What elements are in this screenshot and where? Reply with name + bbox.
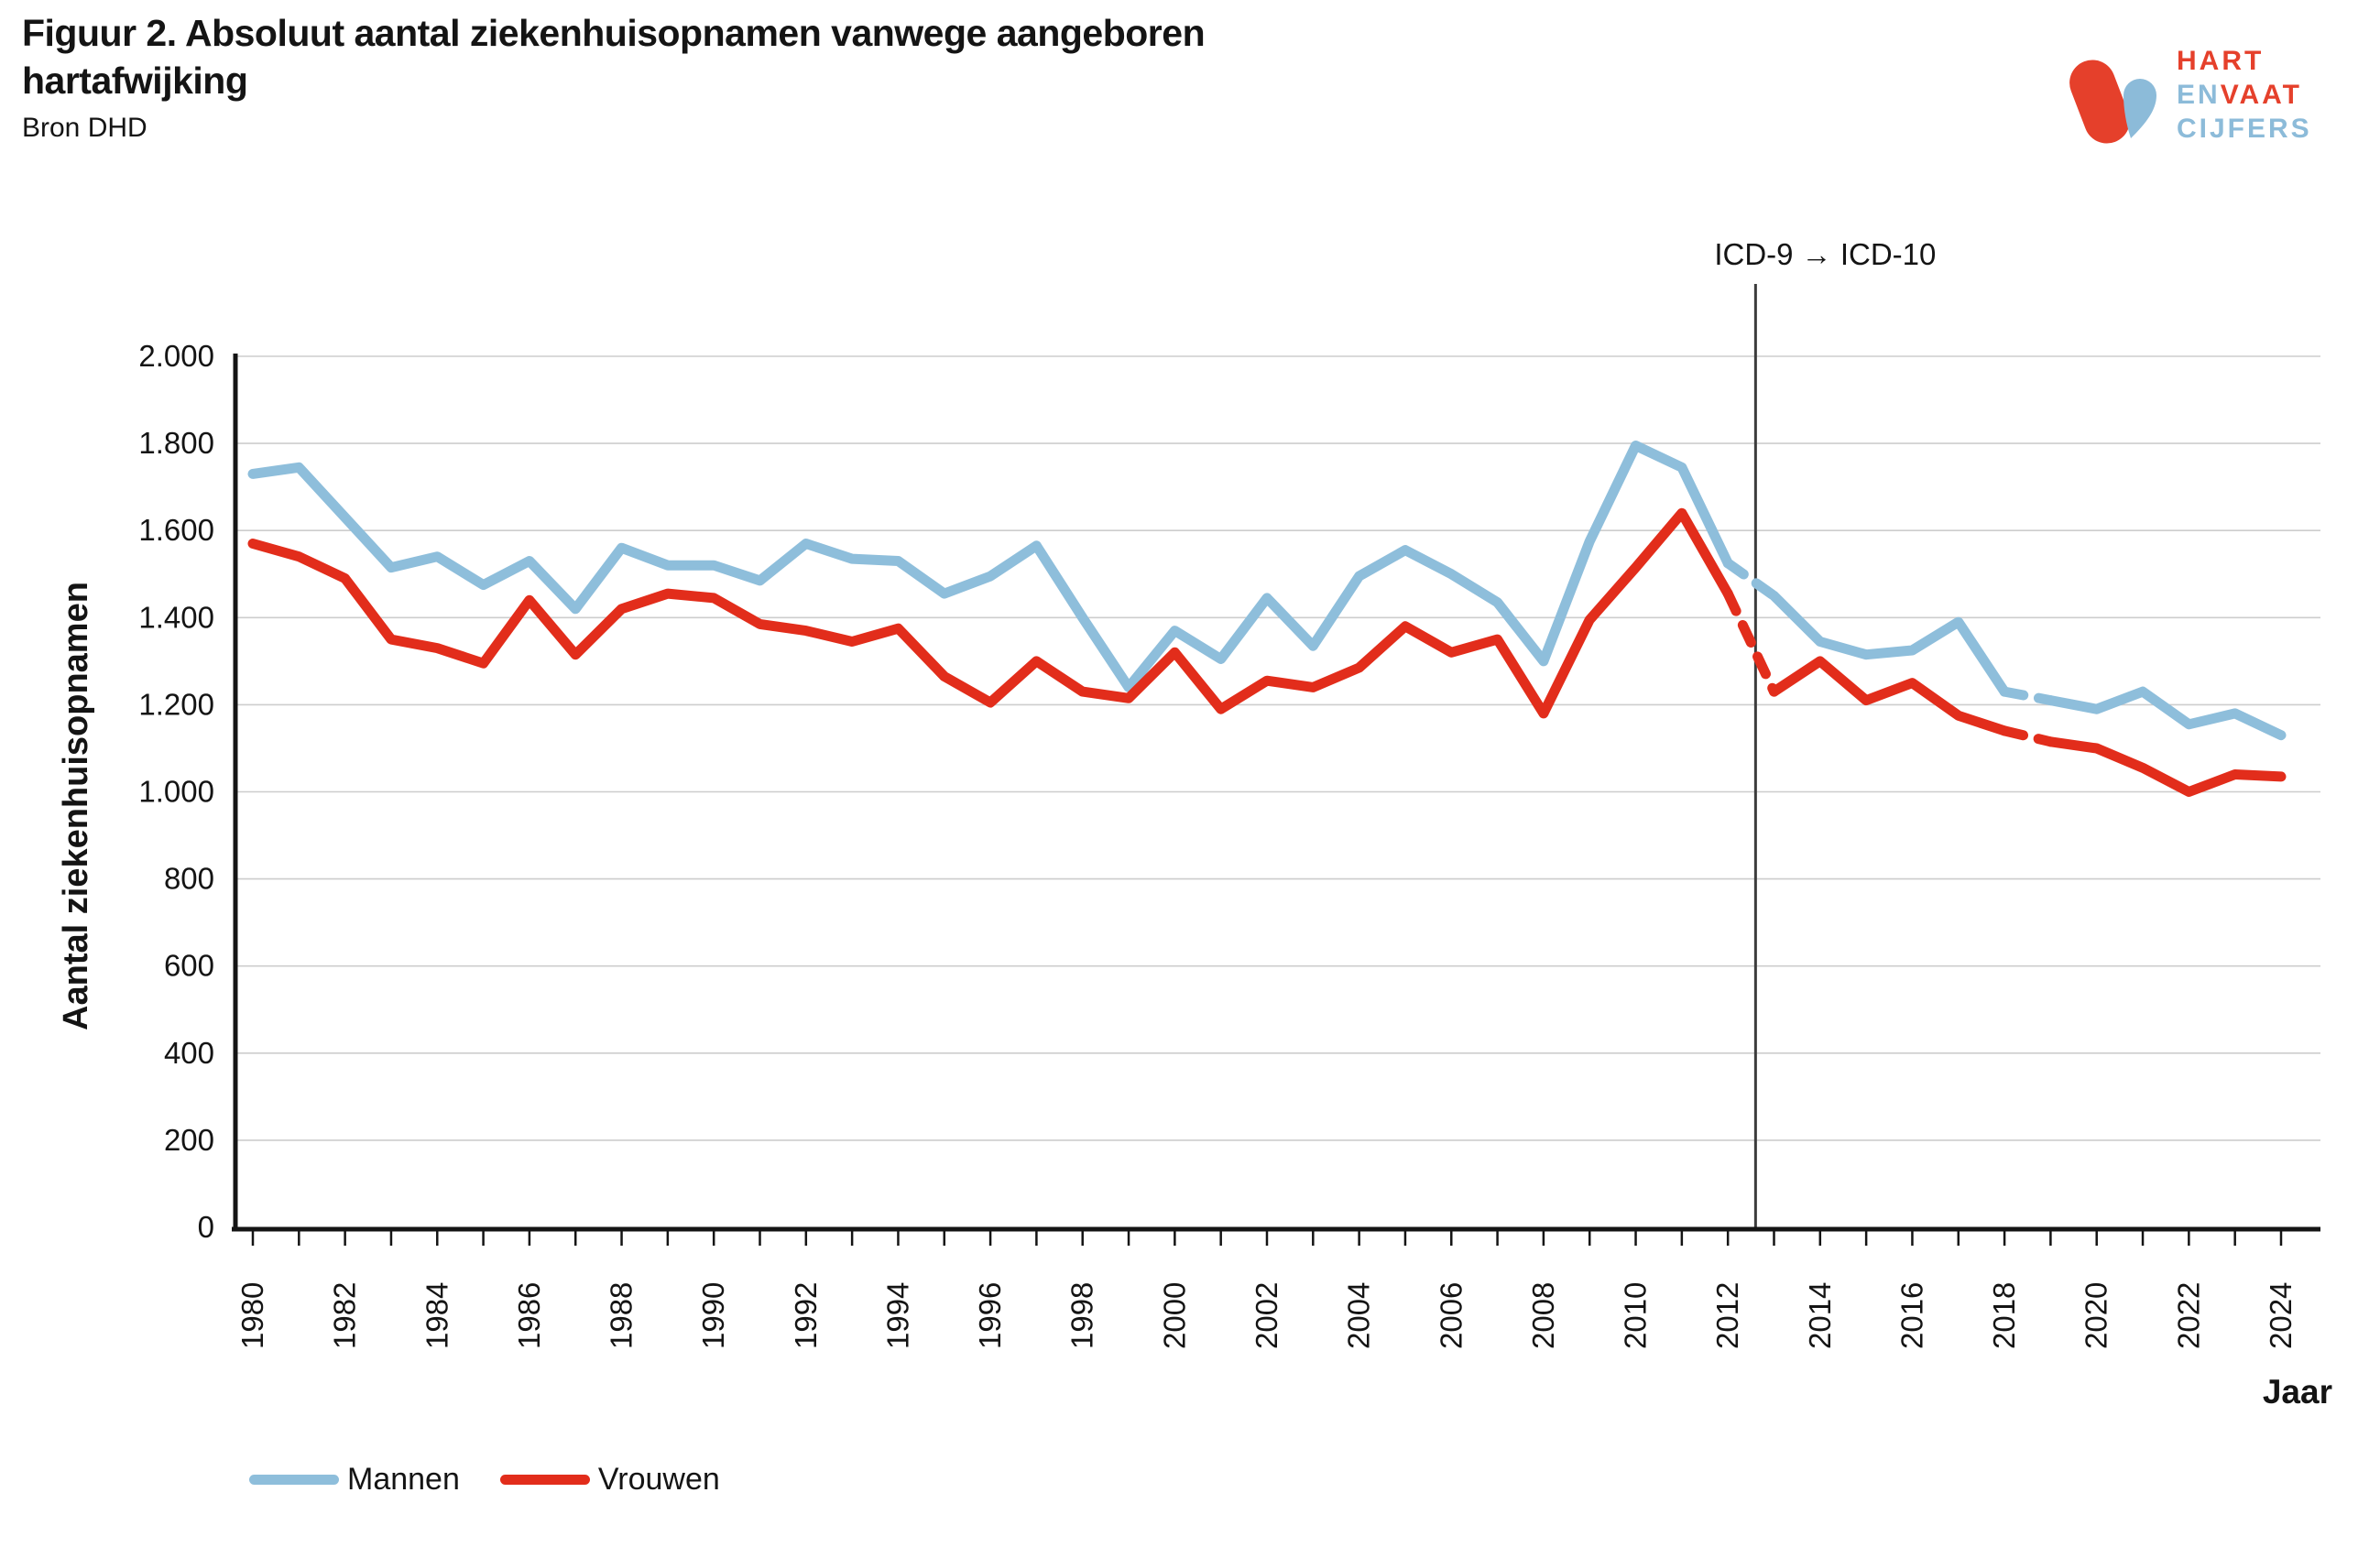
series-vrouwen-line bbox=[2045, 736, 2287, 797]
chart-source: Bron DHD bbox=[22, 112, 147, 143]
icd-transition-label: ICD-9 → ICD-10 bbox=[1714, 237, 1936, 271]
series-mannen-dashed bbox=[1722, 558, 1779, 601]
series-vrouwen-line bbox=[1769, 656, 2010, 736]
x-tick-label: 1992 bbox=[789, 1282, 823, 1349]
x-tick-label: 2014 bbox=[1803, 1282, 1837, 1349]
x-tick-label: 1982 bbox=[328, 1282, 362, 1349]
series-vrouwen-dashed bbox=[1999, 725, 2056, 747]
series-mannen-dashed bbox=[1999, 686, 2056, 706]
logo-word-en: EN bbox=[2177, 80, 2221, 111]
x-tick-label: 1998 bbox=[1065, 1282, 1099, 1349]
x-tick-label: 1990 bbox=[696, 1282, 730, 1349]
x-tick-label: 2020 bbox=[2080, 1282, 2113, 1349]
x-tick-label: 2000 bbox=[1157, 1282, 1191, 1349]
mannen-line-swatch bbox=[249, 1475, 339, 1485]
chart-title-line1: Figuur 2. Absoluut aantal ziekenhuisopna… bbox=[22, 12, 1206, 54]
y-tick-label: 1.800 bbox=[138, 426, 214, 460]
x-tick-label: 1986 bbox=[512, 1282, 546, 1349]
x-tick-label: 1988 bbox=[605, 1282, 639, 1349]
series-mannen-line bbox=[1769, 591, 2010, 697]
series-mannen-line bbox=[2045, 686, 2287, 741]
y-axis-title: Aantal ziekenhuisopnamen bbox=[57, 582, 95, 1030]
legend: Mannen Vrouwen bbox=[249, 1462, 760, 1498]
logo-red-bar bbox=[2069, 60, 2130, 144]
logo-blue-drop bbox=[2123, 79, 2156, 138]
logo-word-vaat: VAAT bbox=[2220, 80, 2302, 111]
y-tick-label: 0 bbox=[198, 1210, 214, 1244]
series-vrouwen-dashed bbox=[1722, 588, 1779, 697]
x-tick-label: 2002 bbox=[1250, 1282, 1283, 1349]
y-tick-label: 200 bbox=[164, 1123, 214, 1157]
x-tick-label: 2024 bbox=[2264, 1282, 2298, 1349]
x-tick-label: 2004 bbox=[1342, 1282, 1376, 1349]
x-tick-label: 1984 bbox=[420, 1282, 453, 1349]
x-tick-label: 2022 bbox=[2171, 1282, 2205, 1349]
y-tick-label: 600 bbox=[164, 949, 214, 983]
legend-label-vrouwen: Vrouwen bbox=[597, 1462, 720, 1497]
legend-item-mannen: Mannen bbox=[249, 1462, 460, 1498]
x-tick-label: 1980 bbox=[235, 1282, 269, 1349]
logo-text: HART ENVAAT CIJFERS bbox=[2177, 44, 2312, 147]
x-tick-label: 2008 bbox=[1526, 1282, 1560, 1349]
x-tick-label: 1996 bbox=[973, 1282, 1007, 1349]
chart-title-line2: hartafwijking bbox=[22, 60, 248, 103]
y-tick-label: 1.600 bbox=[138, 513, 214, 547]
hartenvaatcijfers-logo: HART ENVAAT CIJFERS bbox=[2058, 44, 2312, 165]
heart-v-icon bbox=[2069, 60, 2156, 144]
y-tick-label: 2.000 bbox=[138, 339, 214, 373]
x-tick-label: 2016 bbox=[1894, 1282, 1928, 1349]
vrouwen-line-swatch bbox=[499, 1475, 590, 1485]
y-tick-label: 400 bbox=[164, 1036, 214, 1070]
x-tick-label: 1994 bbox=[880, 1282, 914, 1349]
logo-word-cijfers: CIJFERS bbox=[2177, 114, 2312, 145]
legend-label-mannen: Mannen bbox=[347, 1462, 460, 1497]
chart-title: Figuur 2. Absoluut aantal ziekenhuisopna… bbox=[22, 9, 1206, 105]
y-tick-label: 1.400 bbox=[138, 600, 214, 634]
y-tick-label: 1.000 bbox=[138, 775, 214, 809]
x-tick-label: 2018 bbox=[1987, 1282, 2021, 1349]
series-vrouwen-line bbox=[247, 507, 1733, 719]
series-mannen-line bbox=[247, 441, 1733, 692]
x-tick-label: 2006 bbox=[1434, 1282, 1468, 1349]
chart-header: Figuur 2. Absoluut aantal ziekenhuisopna… bbox=[22, 9, 1206, 144]
y-tick-label: 1.200 bbox=[138, 687, 214, 721]
legend-item-vrouwen: Vrouwen bbox=[499, 1462, 720, 1498]
x-axis-title: Jaar bbox=[2263, 1373, 2332, 1411]
x-tick-label: 2010 bbox=[1619, 1282, 1653, 1349]
logo-word-hart: HART bbox=[2177, 46, 2265, 76]
y-tick-label: 800 bbox=[164, 862, 214, 896]
x-tick-label: 2012 bbox=[1710, 1282, 1744, 1349]
